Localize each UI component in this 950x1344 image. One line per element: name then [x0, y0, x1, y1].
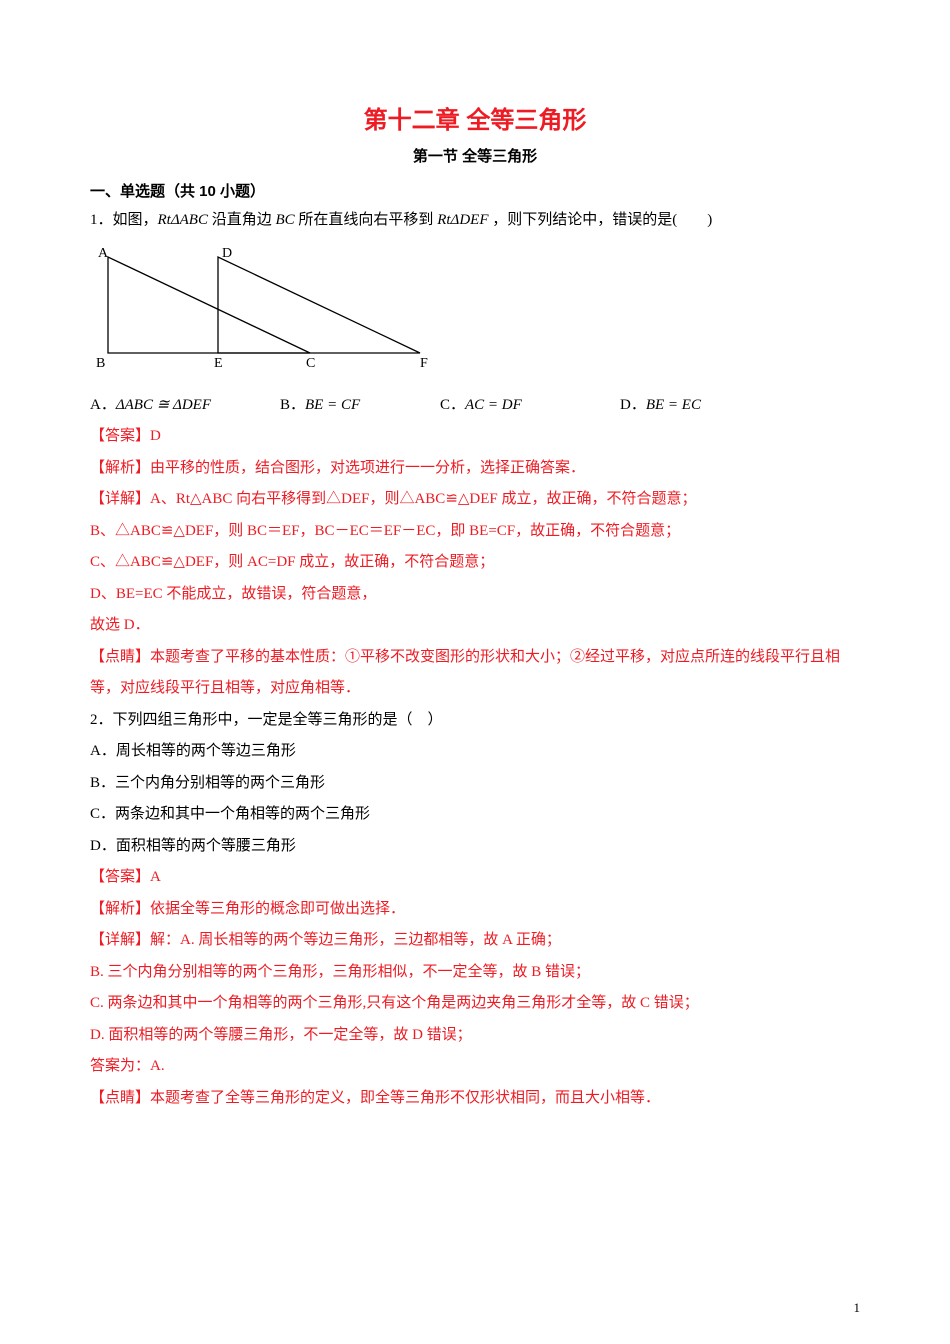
q1-math1: RtΔABC: [158, 212, 208, 228]
q1-mid2: 所在直线向右平移到: [295, 212, 438, 228]
q1-analysis: 【解析】由平移的性质，结合图形，对选项进行一一分析，选择正确答案．: [90, 453, 860, 485]
q1-math3: RtΔDEF: [437, 212, 488, 228]
q2-option-d: D．面积相等的两个等腰三角形: [90, 831, 860, 863]
q1-detail-a: 【详解】A、Rt△ABC 向右平移得到△DEF，则△ABC≌△DEF 成立，故正…: [90, 484, 860, 516]
q2-analysis: 【解析】依据全等三角形的概念即可做出选择．: [90, 894, 860, 926]
q1-option-a: A．ΔABC ≅ ΔDEF: [90, 390, 280, 422]
svg-text:D: D: [222, 246, 232, 261]
page-number: 1: [854, 1300, 861, 1316]
q1-option-b: B．BE = CF: [280, 390, 440, 422]
svg-text:E: E: [214, 356, 223, 371]
q2-ans-is: 答案为：A.: [90, 1051, 860, 1083]
opt-b-math: BE = CF: [305, 397, 360, 413]
q1-so: 故选 D．: [90, 610, 860, 642]
section-title: 第一节 全等三角形: [90, 145, 860, 166]
q2-option-c: C．两条边和其中一个角相等的两个三角形: [90, 799, 860, 831]
q2-detail-c: C. 两条边和其中一个角相等的两个三角形,只有这个角是两边夹角三角形才全等，故 …: [90, 988, 860, 1020]
svg-text:B: B: [96, 356, 105, 371]
triangle-figure-svg: A D B E C F: [90, 243, 440, 371]
svg-text:A: A: [98, 246, 109, 261]
q1-options: A．ΔABC ≅ ΔDEF B．BE = CF C．AC = DF D．BE =…: [90, 390, 860, 422]
opt-c-math: AC = DF: [465, 397, 522, 413]
q2-point: 【点睛】本题考查了全等三角形的定义，即全等三角形不仅形状相同，而且大小相等．: [90, 1083, 860, 1115]
opt-d-math: BE = EC: [646, 397, 701, 413]
q1-stem: 1．如图，RtΔABC 沿直角边 BC 所在直线向右平移到 RtΔDEF ，则下…: [90, 205, 860, 237]
opt-b-label: B．: [280, 397, 305, 413]
chapter-title: 第十二章 全等三角形: [90, 100, 860, 135]
q2-detail-b: B. 三个内角分别相等的两个三角形，三角形相似，不一定全等，故 B 错误；: [90, 957, 860, 989]
q1-detail-d: D、BE=EC 不能成立，故错误，符合题意，: [90, 579, 860, 611]
q2-answer: 【答案】A: [90, 862, 860, 894]
q2-option-a: A．周长相等的两个等边三角形: [90, 736, 860, 768]
q1-option-d: D．BE = EC: [620, 390, 780, 422]
q1-figure: A D B E C F: [90, 243, 860, 376]
q1-post: ，则下列结论中，错误的是( ): [488, 212, 712, 228]
q1-detail-c: C、△ABC≌△DEF，则 AC=DF 成立，故正确，不符合题意；: [90, 547, 860, 579]
section-heading: 一、单选题（共 10 小题）: [90, 180, 860, 201]
q1-answer: 【答案】D: [90, 421, 860, 453]
q2-option-b: B．三个内角分别相等的两个三角形: [90, 768, 860, 800]
svg-text:C: C: [306, 356, 315, 371]
opt-a-math: ΔABC ≅ ΔDEF: [116, 397, 211, 413]
q2-detail-d: D. 面积相等的两个等腰三角形，不一定全等，故 D 错误；: [90, 1020, 860, 1052]
q2-stem: 2．下列四组三角形中，一定是全等三角形的是（ ）: [90, 705, 860, 737]
opt-d-label: D．: [620, 397, 646, 413]
q1-stem-pre: 1．如图，: [90, 212, 158, 228]
q1-point: 【点睛】本题考查了平移的基本性质：①平移不改变图形的形状和大小；②经过平移，对应…: [90, 642, 860, 705]
q2-detail-head: 【详解】解：A. 周长相等的两个等边三角形，三边都相等，故 A 正确；: [90, 925, 860, 957]
q1-option-c: C．AC = DF: [440, 390, 620, 422]
opt-a-label: A．: [90, 397, 116, 413]
page: 第十二章 全等三角形 第一节 全等三角形 一、单选题（共 10 小题） 1．如图…: [0, 0, 950, 1344]
q1-math2: BC: [276, 212, 295, 228]
q1-mid1: 沿直角边: [208, 212, 276, 228]
svg-text:F: F: [420, 356, 428, 371]
opt-c-label: C．: [440, 397, 465, 413]
q1-detail-b: B、△ABC≌△DEF，则 BC＝EF，BC－EC＝EF－EC，即 BE=CF，…: [90, 516, 860, 548]
